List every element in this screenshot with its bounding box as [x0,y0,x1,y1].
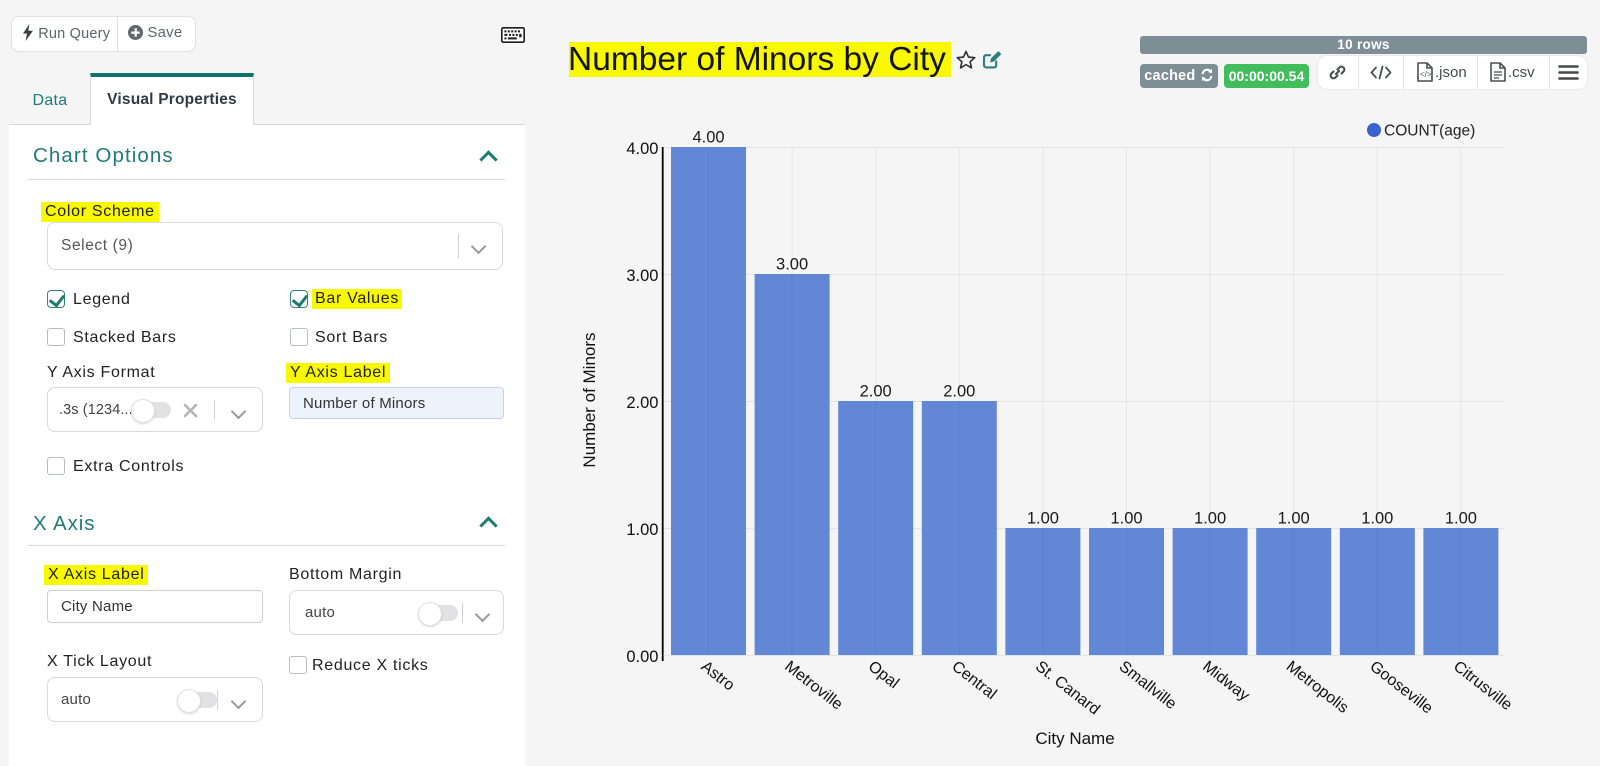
svg-text:3.00: 3.00 [776,256,808,274]
svg-text:Citrusville: Citrusville [1450,658,1515,714]
svg-text:1.00: 1.00 [1278,510,1310,528]
svg-text:Gooseville: Gooseville [1366,658,1435,717]
svg-text:Midway: Midway [1199,658,1252,705]
svg-text:COUNT(age): COUNT(age) [1384,123,1475,140]
svg-text:4.00: 4.00 [692,129,724,147]
svg-text:2.00: 2.00 [943,383,975,401]
svg-text:1.00: 1.00 [1110,510,1142,528]
svg-text:Metroville: Metroville [781,658,845,714]
svg-text:Metropolis: Metropolis [1283,658,1352,717]
svg-text:4.00: 4.00 [626,140,658,158]
svg-text:Astro: Astro [698,658,738,694]
svg-text:Central: Central [948,658,999,703]
svg-text:St. Canard: St. Canard [1032,658,1103,718]
svg-text:1.00: 1.00 [1361,510,1393,528]
svg-text:Smallville: Smallville [1116,658,1180,713]
svg-text:0.00: 0.00 [626,648,658,666]
svg-text:2.00: 2.00 [626,394,658,412]
svg-text:1.00: 1.00 [1027,510,1059,528]
svg-text:Opal: Opal [865,658,902,692]
svg-text:1.00: 1.00 [626,521,658,539]
svg-text:Number of Minors: Number of Minors [580,332,599,467]
svg-text:1.00: 1.00 [1194,510,1226,528]
svg-text:2.00: 2.00 [860,383,892,401]
svg-text:3.00: 3.00 [626,267,658,285]
svg-text:City Name: City Name [1035,729,1114,748]
svg-text:</>: </> [1420,70,1432,79]
svg-text:1.00: 1.00 [1445,510,1477,528]
